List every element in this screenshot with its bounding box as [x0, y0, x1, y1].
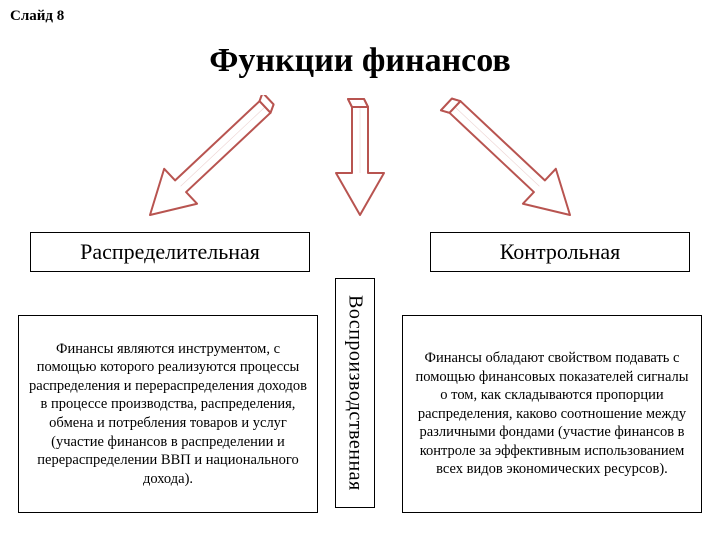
arrow-right-icon [441, 99, 570, 215]
slide-number: Слайд 8 [10, 8, 64, 25]
left-function-heading: Распределительная [30, 232, 310, 272]
center-function-box: Воспроизводственная [335, 278, 375, 508]
left-function-body-text: Финансы являются инструментом, с помощью… [19, 334, 317, 494]
right-function-heading-text: Контрольная [500, 239, 621, 265]
center-function-label: Воспроизводственная [344, 295, 367, 491]
left-function-heading-text: Распределительная [80, 239, 260, 265]
right-function-body: Финансы обладают свойством подавать с по… [402, 315, 702, 513]
page-title: Функции финансов [0, 42, 720, 80]
right-function-heading: Контрольная [430, 232, 690, 272]
right-function-body-text: Финансы обладают свойством подавать с по… [403, 343, 701, 485]
arrow-left-icon [150, 95, 274, 215]
left-function-body: Финансы являются инструментом, с помощью… [18, 315, 318, 513]
arrow-down-icon [336, 99, 384, 215]
arrows-graphic [0, 95, 720, 230]
